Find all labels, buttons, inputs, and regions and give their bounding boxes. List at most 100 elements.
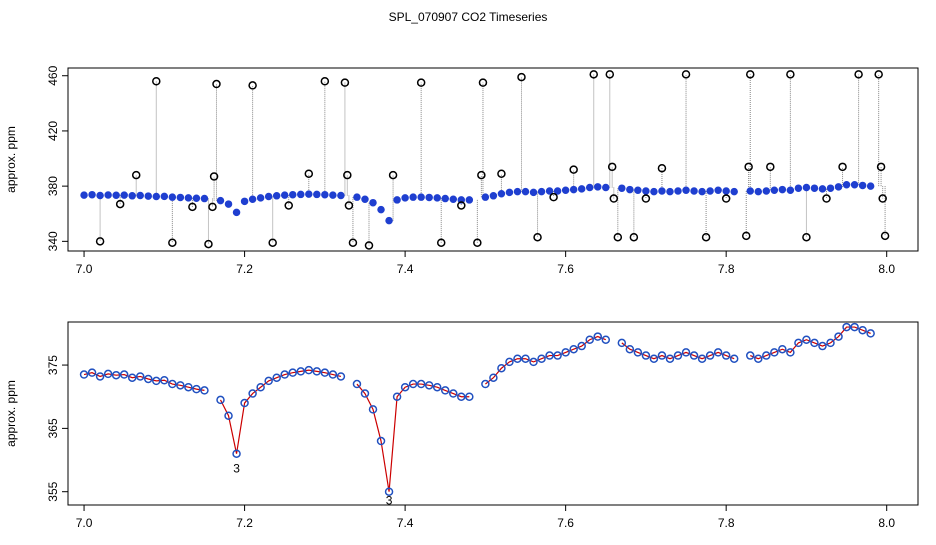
data-point xyxy=(95,372,105,381)
data-point xyxy=(497,189,506,198)
data-point xyxy=(489,373,498,382)
data-point xyxy=(441,194,449,203)
data-point xyxy=(697,354,707,363)
data-point xyxy=(834,183,843,191)
data-point xyxy=(593,183,602,191)
data-point xyxy=(119,370,129,379)
data-point xyxy=(666,187,674,196)
data-point xyxy=(393,196,401,204)
annotation: 3 xyxy=(386,493,393,507)
data-point xyxy=(377,205,385,214)
data-point xyxy=(665,354,675,363)
data-point xyxy=(609,194,619,203)
data-point xyxy=(741,231,751,241)
data-point xyxy=(212,79,221,89)
data-point xyxy=(802,335,811,344)
data-point xyxy=(730,187,738,196)
data-point xyxy=(517,72,526,82)
data-point xyxy=(754,187,763,196)
data-point xyxy=(658,187,666,195)
data-point xyxy=(521,187,530,196)
data-point xyxy=(312,367,322,376)
data-point xyxy=(128,192,136,200)
data-point xyxy=(280,191,289,199)
data-point xyxy=(152,376,161,386)
data-point xyxy=(701,232,711,242)
data-point xyxy=(368,405,378,414)
data-point xyxy=(144,374,153,384)
data-point xyxy=(344,201,354,210)
data-point xyxy=(272,192,281,200)
data-point xyxy=(681,348,691,357)
data-point xyxy=(866,329,875,338)
data-point xyxy=(216,395,225,405)
data-point xyxy=(605,70,615,79)
data-point xyxy=(264,192,273,201)
data-point xyxy=(284,201,293,210)
data-point xyxy=(104,191,112,199)
data-point xyxy=(457,196,466,204)
data-point xyxy=(698,187,706,196)
data-point xyxy=(192,384,201,394)
data-point xyxy=(440,386,450,395)
data-point xyxy=(589,70,598,79)
data-point xyxy=(288,368,297,377)
x-tick-label: 7.6 xyxy=(557,262,574,276)
data-point xyxy=(304,169,314,178)
data-point xyxy=(770,348,779,357)
data-point xyxy=(136,191,144,200)
data-point xyxy=(409,193,417,201)
data-point xyxy=(529,188,538,197)
x-tick-label: 7.8 xyxy=(718,516,735,530)
data-point xyxy=(436,238,446,247)
data-point xyxy=(569,165,578,174)
data-point xyxy=(304,365,314,375)
data-point xyxy=(545,187,554,195)
data-point xyxy=(794,184,803,192)
data-point xyxy=(762,351,771,360)
data-point xyxy=(232,208,241,217)
plot-frame xyxy=(67,321,919,506)
data-point xyxy=(131,170,141,180)
data-point xyxy=(721,351,731,360)
data-point xyxy=(634,186,642,195)
x-tick-label: 7.8 xyxy=(718,262,735,276)
data-point xyxy=(449,389,458,398)
x-tick-label: 8.0 xyxy=(878,262,895,276)
data-point xyxy=(208,202,217,212)
data-point xyxy=(633,348,643,357)
data-point xyxy=(340,78,350,87)
data-point xyxy=(810,338,819,348)
data-point xyxy=(343,170,352,180)
data-point xyxy=(416,379,426,389)
data-point xyxy=(352,379,362,389)
data-point xyxy=(826,184,835,192)
data-point xyxy=(160,192,169,201)
data-point xyxy=(268,238,277,247)
data-point xyxy=(209,172,219,181)
data-point xyxy=(168,379,177,389)
data-point xyxy=(457,201,466,210)
data-point xyxy=(361,195,369,203)
data-point xyxy=(642,187,650,195)
data-point xyxy=(878,194,887,203)
data-point xyxy=(135,372,145,381)
data-point xyxy=(200,194,209,203)
data-point xyxy=(264,376,273,386)
data-point xyxy=(152,76,161,86)
data-point xyxy=(103,369,113,379)
data-point xyxy=(478,78,488,87)
data-point xyxy=(376,436,386,446)
data-point xyxy=(858,325,867,335)
data-point xyxy=(481,193,490,201)
data-point xyxy=(593,332,602,341)
data-point xyxy=(416,78,426,87)
data-point xyxy=(111,370,121,380)
data-point xyxy=(192,194,201,203)
y-axis-label: approx. ppm xyxy=(4,380,18,447)
data-point xyxy=(80,191,88,199)
data-point xyxy=(329,191,337,199)
data-point xyxy=(385,216,393,225)
data-point xyxy=(465,196,474,204)
